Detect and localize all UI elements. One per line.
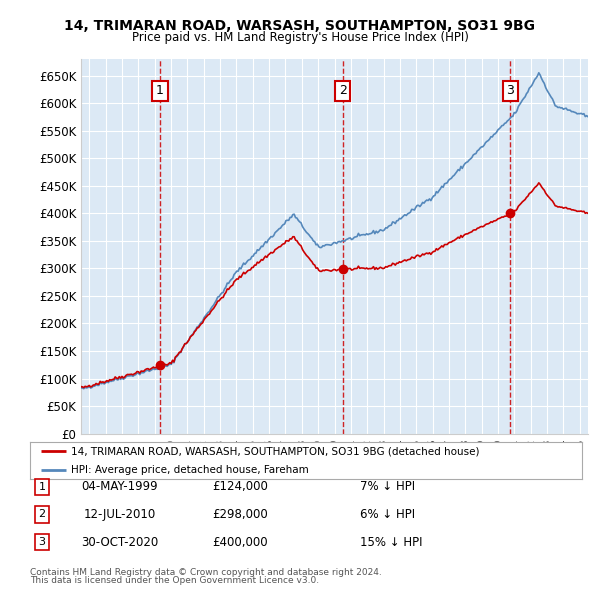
Text: 12-JUL-2010: 12-JUL-2010 bbox=[84, 508, 156, 521]
Text: 6% ↓ HPI: 6% ↓ HPI bbox=[360, 508, 415, 521]
Text: £298,000: £298,000 bbox=[212, 508, 268, 521]
Text: 04-MAY-1999: 04-MAY-1999 bbox=[82, 480, 158, 493]
Text: 3: 3 bbox=[38, 537, 46, 547]
Text: 2: 2 bbox=[339, 84, 347, 97]
Text: 1: 1 bbox=[38, 482, 46, 491]
Text: 2: 2 bbox=[38, 510, 46, 519]
Text: Price paid vs. HM Land Registry's House Price Index (HPI): Price paid vs. HM Land Registry's House … bbox=[131, 31, 469, 44]
Text: Contains HM Land Registry data © Crown copyright and database right 2024.: Contains HM Land Registry data © Crown c… bbox=[30, 568, 382, 577]
Text: £400,000: £400,000 bbox=[212, 536, 268, 549]
Text: 14, TRIMARAN ROAD, WARSASH, SOUTHAMPTON, SO31 9BG (detached house): 14, TRIMARAN ROAD, WARSASH, SOUTHAMPTON,… bbox=[71, 446, 480, 456]
Text: 3: 3 bbox=[506, 84, 514, 97]
Text: 30-OCT-2020: 30-OCT-2020 bbox=[82, 536, 158, 549]
Text: 7% ↓ HPI: 7% ↓ HPI bbox=[360, 480, 415, 493]
Text: This data is licensed under the Open Government Licence v3.0.: This data is licensed under the Open Gov… bbox=[30, 576, 319, 585]
Text: HPI: Average price, detached house, Fareham: HPI: Average price, detached house, Fare… bbox=[71, 465, 309, 475]
Text: 15% ↓ HPI: 15% ↓ HPI bbox=[360, 536, 422, 549]
Text: 1: 1 bbox=[156, 84, 164, 97]
Text: £124,000: £124,000 bbox=[212, 480, 268, 493]
Text: 14, TRIMARAN ROAD, WARSASH, SOUTHAMPTON, SO31 9BG: 14, TRIMARAN ROAD, WARSASH, SOUTHAMPTON,… bbox=[65, 19, 536, 33]
